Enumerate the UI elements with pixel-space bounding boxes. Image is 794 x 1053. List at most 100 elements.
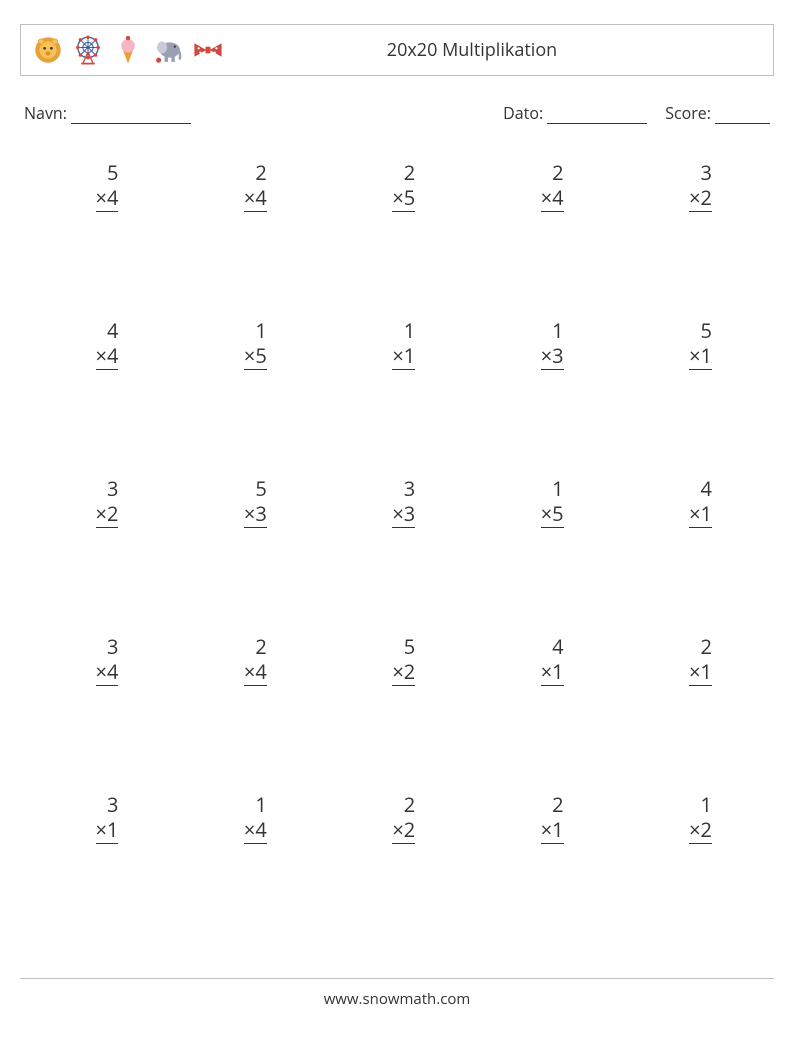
problem-cell: 2×4 (174, 634, 322, 686)
problem: 3×2 (689, 160, 712, 212)
problem: 2×4 (541, 160, 564, 212)
multiplicand: 5 (392, 634, 415, 659)
footer: www.snowmath.com (20, 978, 774, 1009)
name-label: Navn: (24, 102, 67, 124)
multiplier-row: ×5 (244, 343, 267, 370)
problem-cell: 1×5 (471, 476, 619, 528)
problem-cell: 2×1 (471, 792, 619, 844)
multiplicand: 1 (541, 318, 564, 343)
problem-cell: 2×4 (471, 160, 619, 212)
multiplier-row: ×1 (96, 817, 119, 844)
problem-cell: 5×4 (26, 160, 174, 212)
problem: 2×1 (541, 792, 564, 844)
multiplier-row: ×4 (244, 185, 267, 212)
problem: 2×1 (689, 634, 712, 686)
date-label: Dato: (503, 102, 543, 124)
multiplicand: 1 (689, 792, 712, 817)
date-blank[interactable] (547, 105, 647, 124)
multiplicand: 3 (96, 792, 119, 817)
ferris-wheel-icon (71, 33, 105, 67)
problem-cell: 3×1 (26, 792, 174, 844)
multiplier-row: ×4 (244, 659, 267, 686)
problem-cell: 2×2 (323, 792, 471, 844)
problem: 3×4 (96, 634, 119, 686)
multiplier-row: ×2 (689, 185, 712, 212)
multiplier-row: ×3 (244, 501, 267, 528)
date-field: Dato: (503, 102, 647, 124)
problem: 2×2 (392, 792, 415, 844)
problem: 3×3 (392, 476, 415, 528)
multiplicand: 5 (689, 318, 712, 343)
multiplicand: 4 (689, 476, 712, 501)
name-field: Navn: (24, 102, 191, 124)
problem: 4×1 (541, 634, 564, 686)
problem-cell: 3×3 (323, 476, 471, 528)
multiplier-row: ×2 (392, 659, 415, 686)
problem: 5×2 (392, 634, 415, 686)
multiplicand: 4 (541, 634, 564, 659)
multiplicand: 2 (541, 792, 564, 817)
lion-icon (31, 33, 65, 67)
multiplier-row: ×1 (392, 343, 415, 370)
multiplicand: 3 (689, 160, 712, 185)
multiplier-row: ×1 (541, 817, 564, 844)
multiplicand: 1 (392, 318, 415, 343)
problem: 1×1 (392, 318, 415, 370)
score-blank[interactable] (715, 105, 770, 124)
info-left: Navn: (24, 102, 191, 124)
multiplicand: 2 (244, 160, 267, 185)
problem: 5×3 (244, 476, 267, 528)
problem: 2×4 (244, 634, 267, 686)
ice-cream-icon (111, 33, 145, 67)
score-label: Score: (665, 102, 711, 124)
multiplicand: 5 (244, 476, 267, 501)
problem: 1×4 (244, 792, 267, 844)
multiplier-row: ×4 (96, 343, 119, 370)
problem-cell: 1×1 (323, 318, 471, 370)
multiplier-row: ×3 (541, 343, 564, 370)
multiplicand: 3 (392, 476, 415, 501)
problem-cell: 5×1 (620, 318, 768, 370)
multiplicand: 2 (689, 634, 712, 659)
problem: 3×1 (96, 792, 119, 844)
multiplicand: 2 (244, 634, 267, 659)
problem-cell: 4×4 (26, 318, 174, 370)
multiplicand: 1 (541, 476, 564, 501)
problem: 2×5 (392, 160, 415, 212)
problem: 1×5 (541, 476, 564, 528)
multiplier-row: ×2 (392, 817, 415, 844)
multiplier-row: ×5 (392, 185, 415, 212)
multiplier-row: ×1 (689, 501, 712, 528)
header-box: 20x20 Multiplikation (20, 24, 774, 76)
problem-cell: 4×1 (620, 476, 768, 528)
footer-url: www.snowmath.com (324, 989, 471, 1009)
footer-rule (20, 978, 774, 979)
problem: 1×2 (689, 792, 712, 844)
problem-cell: 2×5 (323, 160, 471, 212)
problem-cell: 3×2 (26, 476, 174, 528)
problem-cell: 1×2 (620, 792, 768, 844)
multiplicand: 2 (392, 792, 415, 817)
problem: 5×4 (96, 160, 119, 212)
problem-cell: 3×2 (620, 160, 768, 212)
multiplier-row: ×2 (689, 817, 712, 844)
problem-cell: 5×3 (174, 476, 322, 528)
multiplicand: 1 (244, 792, 267, 817)
problem: 4×1 (689, 476, 712, 528)
multiplier-row: ×1 (689, 343, 712, 370)
info-right: Dato: Score: (503, 102, 770, 124)
problem: 1×5 (244, 318, 267, 370)
name-blank[interactable] (71, 105, 191, 124)
problem: 5×1 (689, 318, 712, 370)
multiplier-row: ×3 (392, 501, 415, 528)
problem-cell: 4×1 (471, 634, 619, 686)
problem-cell: 1×3 (471, 318, 619, 370)
problem-cell: 1×5 (174, 318, 322, 370)
problem: 2×4 (244, 160, 267, 212)
multiplier-row: ×1 (689, 659, 712, 686)
multiplier-row: ×4 (96, 659, 119, 686)
multiplicand: 4 (96, 318, 119, 343)
problem: 1×3 (541, 318, 564, 370)
problems-grid: 5×42×42×52×43×24×41×51×11×35×13×25×33×31… (20, 160, 774, 844)
multiplicand: 2 (392, 160, 415, 185)
